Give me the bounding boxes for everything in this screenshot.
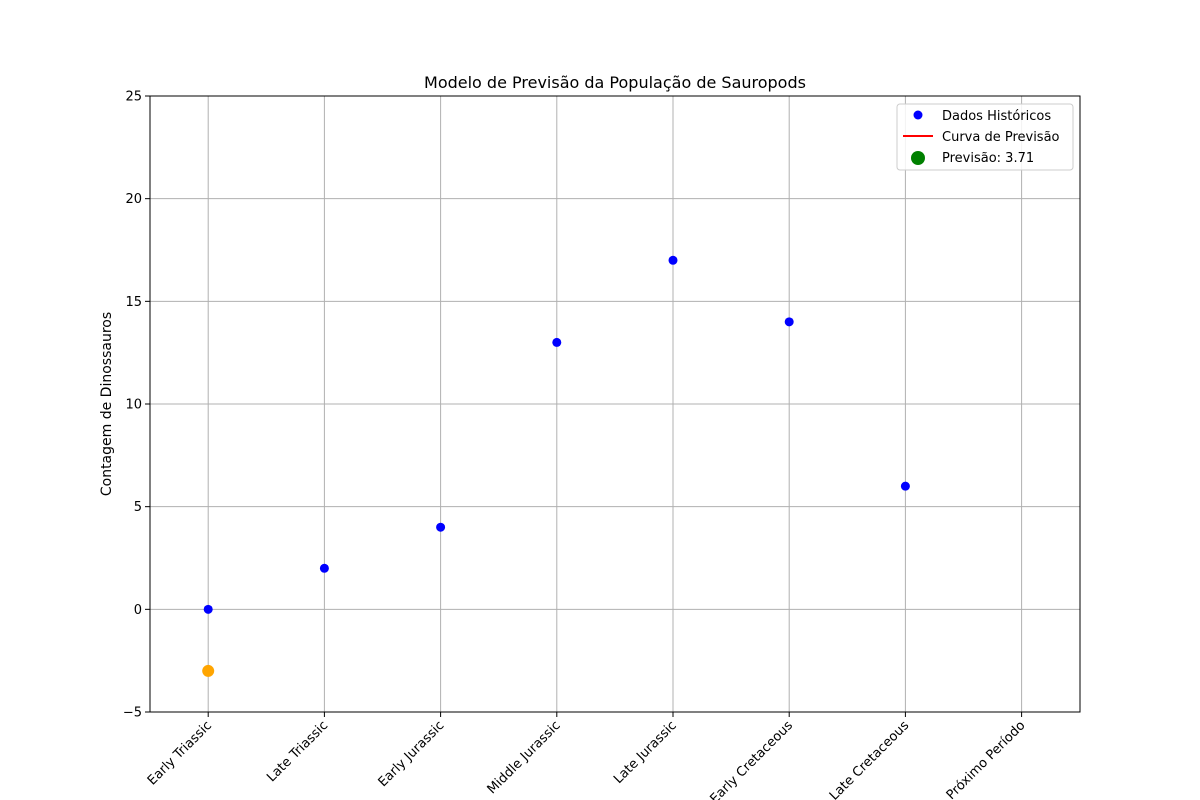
x-tick-label: Early Jurassic bbox=[376, 718, 448, 790]
x-axis: Early Triassic Late Triassic Early Jurassi… bbox=[145, 712, 1029, 800]
legend-label: Previsão: 3.71 bbox=[942, 151, 1034, 166]
legend: Dados Históricos Curva de Previsão Previsã… bbox=[896, 103, 1074, 171]
x-tick-label: Early Cretaceous bbox=[707, 718, 796, 800]
data-point bbox=[203, 604, 213, 614]
y-tick-label: 0 bbox=[134, 603, 142, 618]
y-tick-label: 10 bbox=[125, 398, 142, 413]
grid bbox=[150, 95, 1080, 713]
y-tick-label: −5 bbox=[123, 706, 142, 721]
x-tick-label: Early Triassic bbox=[145, 718, 215, 788]
x-tick-label: Late Cretaceous bbox=[827, 718, 913, 800]
legend-label: Curva de Previsão bbox=[942, 130, 1060, 145]
data-point bbox=[668, 255, 678, 265]
y-axis: −5 0 5 10 15 20 25 bbox=[123, 90, 150, 721]
y-tick-label: 20 bbox=[125, 192, 142, 207]
x-tick-label: Late Triassic bbox=[264, 718, 331, 785]
x-tick-label: Late Jurassic bbox=[611, 718, 680, 787]
plot-area bbox=[202, 255, 910, 677]
x-tick-label: Próximo Período bbox=[944, 718, 1029, 800]
chart-title: Modelo de Previsão da População de Sauro… bbox=[424, 73, 806, 92]
legend-label: Dados Históricos bbox=[942, 109, 1051, 124]
y-tick-label: 5 bbox=[134, 500, 142, 515]
legend-swatch bbox=[911, 151, 925, 165]
legend-box bbox=[896, 103, 1074, 171]
data-point bbox=[552, 337, 562, 347]
highlight-point bbox=[202, 664, 215, 677]
data-point bbox=[900, 481, 910, 491]
y-axis-label: Contagem de Dinossauros bbox=[99, 312, 115, 496]
y-tick-label: 15 bbox=[125, 295, 142, 310]
data-point bbox=[436, 522, 446, 532]
y-tick-label: 25 bbox=[125, 90, 142, 105]
legend-swatch bbox=[913, 110, 923, 120]
data-point bbox=[784, 317, 794, 327]
data-point bbox=[319, 563, 329, 573]
x-tick-label: Middle Jurassic bbox=[485, 718, 564, 797]
